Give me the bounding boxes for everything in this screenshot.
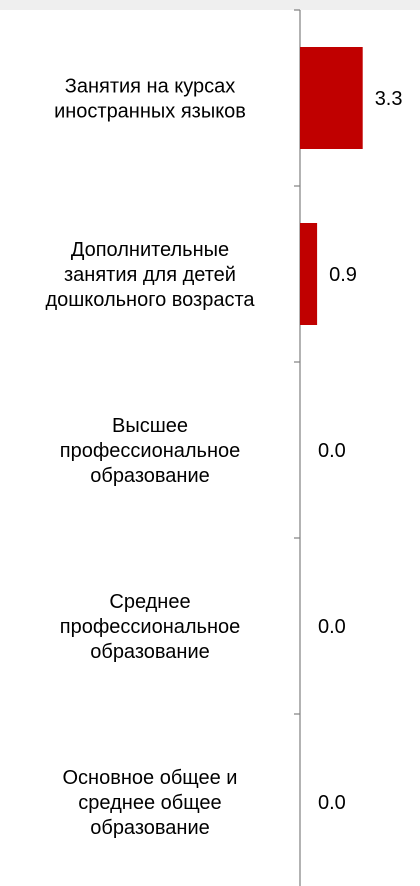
value-label: 3.3 [375,88,403,110]
bar [300,223,318,325]
category-label: Среднее профессиональное образование [60,591,241,663]
value-label: 0.0 [318,792,346,814]
category-label: Дополнительные занятия для детей дошкольно… [45,239,255,311]
category-label: Занятия на курсах иностранных языков [54,76,246,123]
value-label: 0.0 [318,616,346,638]
top-strip [0,0,420,10]
category-label: Основное общее и среднее общее образование [63,767,238,839]
value-label: 0.0 [318,440,346,462]
bar [300,47,363,149]
value-label: 0.9 [329,264,357,286]
category-label: Высшее профессиональное образование [60,415,241,487]
